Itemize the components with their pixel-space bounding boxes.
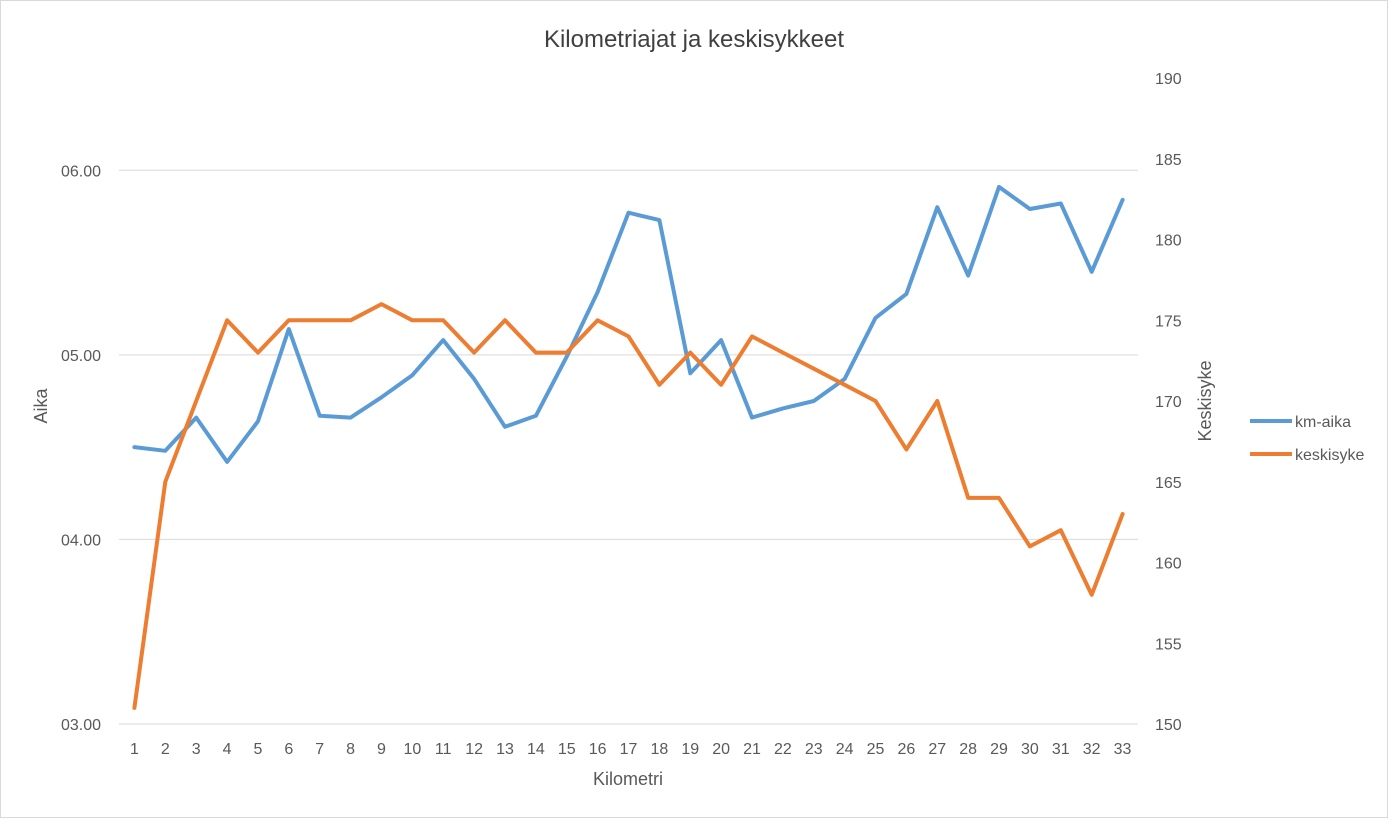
left-tick-label: 04.00	[61, 532, 101, 549]
right-axis-ticks: 150 155 160 165 170 175 180 185 190	[1155, 71, 1182, 734]
x-tick-label: 23	[805, 741, 823, 758]
chart-title: Kilometriajat ja keskisykkeet	[544, 26, 844, 53]
x-tick-label: 20	[712, 741, 730, 758]
legend-label: keskisyke	[1295, 447, 1364, 464]
x-tick-label: 10	[403, 741, 421, 758]
x-tick-label: 6	[284, 741, 293, 758]
x-tick-label: 5	[254, 741, 263, 758]
left-tick-label: 06.00	[61, 163, 101, 180]
x-tick-label: 17	[620, 741, 638, 758]
right-tick-label: 170	[1155, 394, 1182, 411]
x-tick-label: 8	[346, 741, 355, 758]
legend: km-aika keskisyke	[1250, 414, 1364, 464]
series-line-km-aika	[132, 184, 1125, 464]
right-tick-label: 150	[1155, 717, 1182, 734]
right-tick-label: 155	[1155, 636, 1182, 653]
left-axis-ticks: 03.00 04.00 05.00 06.00	[61, 163, 101, 734]
right-tick-label: 165	[1155, 475, 1182, 492]
right-axis-title: Keskisyke	[1195, 360, 1215, 441]
right-tick-label: 180	[1155, 233, 1182, 250]
x-axis-ticks: 1 2 3 4 5 6 7 8 9 10 11 12 13 14 15 16 17 18 19 20 21 22 23 24 2…	[130, 741, 1132, 758]
x-tick-label: 30	[1021, 741, 1039, 758]
x-tick-label: 14	[527, 741, 545, 758]
x-tick-label: 22	[774, 741, 792, 758]
left-axis-title: Aika	[31, 388, 51, 424]
gridlines	[119, 169, 1138, 725]
left-tick-label: 03.00	[61, 717, 101, 734]
x-tick-label: 21	[743, 741, 761, 758]
x-tick-label: 26	[898, 741, 916, 758]
x-tick-label: 29	[990, 741, 1008, 758]
x-tick-label: 33	[1114, 741, 1132, 758]
x-tick-label: 2	[161, 741, 170, 758]
x-tick-label: 9	[377, 741, 386, 758]
x-tick-label: 31	[1052, 741, 1070, 758]
x-tick-label: 13	[496, 741, 514, 758]
x-tick-label: 25	[867, 741, 885, 758]
x-tick-label: 3	[192, 741, 201, 758]
x-tick-label: 19	[681, 741, 699, 758]
right-tick-label: 160	[1155, 556, 1182, 573]
series-line-keskisyke	[132, 302, 1125, 710]
x-tick-label: 27	[928, 741, 946, 758]
x-tick-label: 32	[1083, 741, 1101, 758]
right-tick-label: 185	[1155, 152, 1182, 169]
x-tick-label: 24	[836, 741, 854, 758]
x-tick-label: 15	[558, 741, 576, 758]
x-tick-label: 16	[589, 741, 607, 758]
x-tick-label: 7	[315, 741, 324, 758]
x-tick-label: 28	[959, 741, 977, 758]
x-tick-label: 4	[223, 741, 232, 758]
legend-label: km-aika	[1295, 414, 1351, 431]
series-lines	[132, 184, 1125, 710]
x-axis-title: Kilometri	[593, 769, 663, 789]
right-tick-label: 190	[1155, 71, 1182, 88]
x-tick-label: 18	[650, 741, 668, 758]
x-tick-label: 11	[435, 741, 452, 758]
right-tick-label: 175	[1155, 313, 1182, 330]
x-tick-label: 1	[130, 741, 139, 758]
left-tick-label: 05.00	[61, 348, 101, 365]
x-tick-label: 12	[465, 741, 483, 758]
